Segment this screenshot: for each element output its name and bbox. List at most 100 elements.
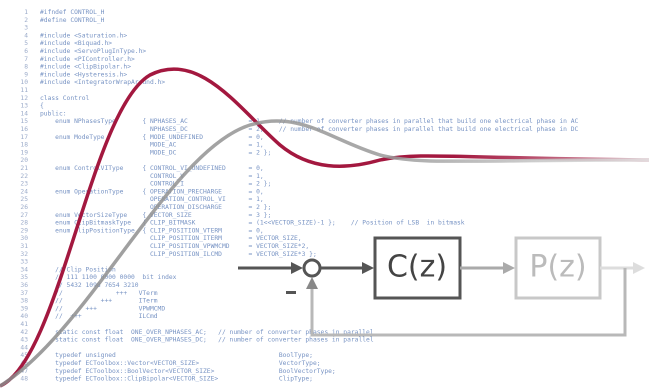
controller-block (373, 236, 462, 300)
line-number: 36 (20, 282, 28, 289)
gray-response-curve (0, 119, 649, 388)
code-line: // +++ ILCmd (40, 313, 158, 320)
feedback-line (310, 268, 627, 337)
code-line: enum OperationType { OPERATION_PRECHARGE… (40, 188, 264, 195)
code-line: #include <Biquad.h> (40, 40, 112, 47)
code-line: MODE_AC = 1, (40, 142, 264, 149)
line-number: 6 (24, 48, 28, 55)
code-line: OPERATION_CONTROL_VI = 1, (40, 196, 264, 203)
arrow-head (633, 262, 645, 274)
line-number: 48 (20, 376, 28, 383)
code-line: // Clip Position (40, 266, 116, 273)
line-number: 43 (20, 337, 28, 344)
code-line: { (40, 103, 44, 110)
code-line: #include <Saturation.h> (40, 32, 127, 39)
line-number: 20 (20, 157, 28, 164)
line-number: 22 (20, 173, 28, 180)
code-line: #include <ServoPlugInType.h> (40, 48, 146, 55)
code-line: typedef unsigned BoolType; (40, 352, 313, 359)
line-number: 41 (20, 321, 28, 328)
line-number: 35 (20, 274, 28, 281)
line-number: 9 (24, 71, 28, 78)
line-number: 31 (20, 243, 28, 250)
code-line: typedef ECToolbox::ClipBipolar<VECTOR_SI… (40, 376, 313, 383)
minus-sign (286, 291, 296, 294)
code-line: CLIP_POSITION_ILCMD = VECTOR_SIZE*3 }; (40, 251, 317, 258)
code-line: // +++ VTerm (40, 290, 158, 297)
arrow-head (306, 277, 318, 289)
line-number: 19 (20, 149, 28, 156)
line-number: 26 (20, 204, 28, 211)
line-number: 14 (20, 110, 28, 117)
code-line: enum NPhasesType { NPHASES_AC = 1, // nu… (40, 118, 579, 125)
line-number: 38 (20, 298, 28, 305)
plant-block (514, 236, 602, 300)
line-number: 42 (20, 329, 28, 336)
code-line: #include <ClipBipolar.h> (40, 64, 131, 71)
arrow-head (362, 262, 374, 274)
line-number: 45 (20, 352, 28, 359)
arrow-head (291, 262, 303, 274)
line-number: 5 (24, 40, 28, 47)
line-number: 40 (20, 313, 28, 320)
line-number: 15 (20, 118, 28, 125)
line-number: 3 (24, 25, 28, 32)
line-number: 25 (20, 196, 28, 203)
line-number: 27 (20, 212, 28, 219)
code-line: NPHASES_DC = 2, // number of converter p… (40, 126, 579, 133)
line-number: 29 (20, 227, 28, 234)
line-number: 47 (20, 368, 28, 375)
code-line: #ifndef CONTROL_H (40, 9, 105, 16)
line-number: 1 (24, 9, 28, 16)
line-number: 2 (24, 17, 28, 24)
code-line: enum ModeType { MODE_UNDEFINED = 0, (40, 134, 264, 141)
code-listing: 1234567891011121314151617181920212223242… (20, 9, 578, 383)
code-line: typedef ECToolbox::BoolVector<VECTOR_SIZ… (40, 368, 336, 375)
code-line: enum ClipBitmaskType { CLIP_BITMASK = (1… (40, 220, 465, 227)
code-line: typedef ECToolbox::Vector<VECTOR_SIZE> V… (40, 360, 321, 367)
arrow-head (503, 262, 515, 274)
line-number: 13 (20, 103, 28, 110)
line-number: 34 (20, 266, 28, 273)
code-line: CONTROL_V = 1, (40, 173, 264, 180)
code-line: // 111 1100 0000 0000 bit index (40, 274, 177, 281)
line-number: 37 (20, 290, 28, 297)
code-line: public: (40, 110, 67, 117)
line-number: 8 (24, 64, 28, 71)
line-number: 33 (20, 259, 28, 266)
line-number: 28 (20, 220, 28, 227)
code-line: #include <IntegratorWrapAround.h> (40, 79, 165, 86)
line-number: 18 (20, 142, 28, 149)
code-line: // 5432 1098 7654 3210 (40, 282, 139, 289)
line-number: 11 (20, 87, 28, 94)
code-line: enum ClipPositionType { CLIP_POSITION_VT… (40, 227, 264, 234)
line-number: 32 (20, 251, 28, 258)
controller-label: C(z) (387, 250, 447, 285)
sum-junction (302, 258, 322, 278)
line-number: 7 (24, 56, 28, 63)
code-line: #define CONTROL_H (40, 17, 105, 24)
line-number: 21 (20, 165, 28, 172)
code-line: CLIP_POSITION_ITERM = VECTOR_SIZE, (40, 235, 302, 242)
block-diagram (238, 236, 645, 337)
line-number: 12 (20, 95, 28, 102)
line-number: 16 (20, 126, 28, 133)
code-line: enum VectorSizeType { VECTOR_SIZE = 3 }; (40, 212, 271, 219)
code-line: CONTROL_I = 2 }; (40, 181, 271, 188)
code-line: class Control (40, 95, 89, 102)
code-line: #include <Hysteresis.h> (40, 71, 127, 78)
line-number: 44 (20, 344, 28, 351)
code-line: MODE_DC = 2 }; (40, 149, 271, 156)
code-line: // +++ VPWMCMD (40, 305, 165, 312)
red-response-curve (0, 67, 649, 388)
line-number: 30 (20, 235, 28, 242)
code-line: static const float ONE_OVER_NPHASES_DC; … (40, 337, 374, 344)
line-number: 24 (20, 188, 28, 195)
code-line: static const float ONE_OVER_NPHASES_AC; … (40, 329, 374, 336)
line-number: 23 (20, 181, 28, 188)
line-number: 10 (20, 79, 28, 86)
plant-label: P(z) (529, 250, 586, 285)
line-number: 4 (24, 32, 28, 39)
code-line: // +++ ITerm (40, 298, 158, 305)
